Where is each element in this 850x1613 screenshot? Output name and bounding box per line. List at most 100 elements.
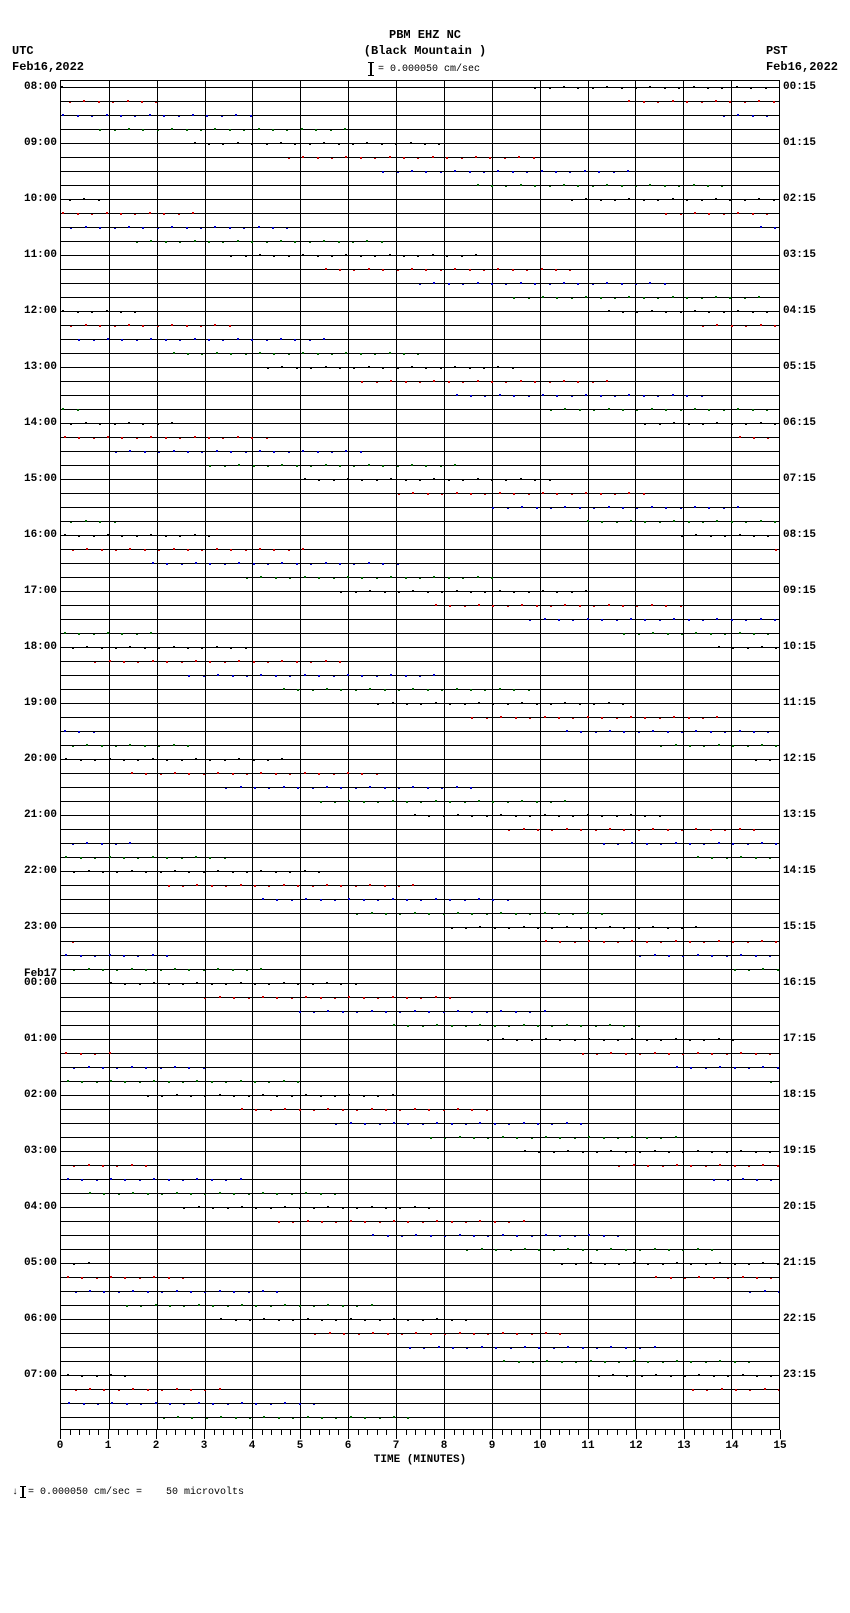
horizontal-gridline: [61, 1193, 779, 1194]
horizontal-gridline: [61, 437, 779, 438]
x-tick-minor: [713, 1430, 714, 1435]
y-label-right: 03:15: [783, 249, 816, 261]
x-tick-minor: [559, 1430, 560, 1435]
trace-row: [61, 507, 779, 508]
x-tick-label: 14: [725, 1440, 738, 1452]
trace-row: 03:0019:15: [61, 1151, 779, 1152]
horizontal-gridline: [61, 325, 779, 326]
y-label-left: 08:00: [24, 81, 57, 93]
y-label-right: 18:15: [783, 1089, 816, 1101]
trace-row: [61, 1361, 779, 1362]
trace-row: [61, 955, 779, 956]
trace-row: 05:0021:15: [61, 1263, 779, 1264]
trace-row: [61, 381, 779, 382]
trace-row: [61, 661, 779, 662]
tz-right-date: Feb16,2022: [766, 60, 838, 76]
horizontal-gridline: [61, 1179, 779, 1180]
trace-row: [61, 1333, 779, 1334]
horizontal-gridline: [61, 927, 779, 928]
trace-row: 06:0022:15: [61, 1319, 779, 1320]
x-tick-label: 4: [249, 1440, 256, 1452]
seismogram-plot: 08:0000:1509:0001:1510:0002:1511:0003:15…: [60, 80, 780, 1430]
horizontal-gridline: [61, 1249, 779, 1250]
trace-row: 23:0015:15: [61, 927, 779, 928]
x-tick-minor: [338, 1430, 339, 1435]
horizontal-gridline: [61, 507, 779, 508]
x-tick-minor: [233, 1430, 234, 1435]
trace-row: [61, 283, 779, 284]
x-tick-minor: [550, 1430, 551, 1435]
x-tick-minor: [118, 1430, 119, 1435]
horizontal-gridline: [61, 283, 779, 284]
trace-row: [61, 717, 779, 718]
trace-row: [61, 1109, 779, 1110]
trace-row: [61, 1249, 779, 1250]
horizontal-gridline: [61, 675, 779, 676]
x-tick-label: 7: [393, 1440, 400, 1452]
day-break-label: Feb17: [24, 968, 57, 980]
x-tick-minor: [703, 1430, 704, 1435]
trace-row: 02:0018:15: [61, 1095, 779, 1096]
horizontal-gridline: [61, 843, 779, 844]
horizontal-gridline: [61, 815, 779, 816]
horizontal-gridline: [61, 1291, 779, 1292]
y-label-left: 20:00: [24, 753, 57, 765]
horizontal-gridline: [61, 969, 779, 970]
trace-row: [61, 969, 779, 970]
trace-row: [61, 1417, 779, 1418]
x-tick-label: 6: [345, 1440, 352, 1452]
horizontal-gridline: [61, 101, 779, 102]
y-label-right: 11:15: [783, 697, 816, 709]
x-tick-major: [540, 1430, 541, 1439]
trace-row: [61, 227, 779, 228]
horizontal-gridline: [61, 801, 779, 802]
y-label-left: 23:00: [24, 921, 57, 933]
trace-row: [61, 899, 779, 900]
y-label-right: 13:15: [783, 809, 816, 821]
horizontal-gridline: [61, 857, 779, 858]
x-tick-major: [732, 1430, 733, 1439]
tz-left-date: Feb16,2022: [12, 60, 84, 76]
trace-row: 13:0005:15: [61, 367, 779, 368]
x-tick-minor: [473, 1430, 474, 1435]
x-tick-minor: [319, 1430, 320, 1435]
trace-row: [61, 339, 779, 340]
x-tick-label: 1: [105, 1440, 112, 1452]
x-tick-label: 2: [153, 1440, 160, 1452]
horizontal-gridline: [61, 367, 779, 368]
trace-row: [61, 801, 779, 802]
x-tick-minor: [502, 1430, 503, 1435]
trace-row: [61, 1291, 779, 1292]
x-tick-minor: [175, 1430, 176, 1435]
x-tick-minor: [655, 1430, 656, 1435]
horizontal-gridline: [61, 493, 779, 494]
trace-row: [61, 157, 779, 158]
trace-row: [61, 115, 779, 116]
x-tick-major: [588, 1430, 589, 1439]
horizontal-gridline: [61, 535, 779, 536]
trace-row: [61, 1235, 779, 1236]
trace-row: 08:0000:15: [61, 87, 779, 88]
horizontal-gridline: [61, 1417, 779, 1418]
horizontal-gridline: [61, 1389, 779, 1390]
x-tick-minor: [79, 1430, 80, 1435]
horizontal-gridline: [61, 1333, 779, 1334]
footer-scale-bar-icon: [22, 1486, 24, 1498]
x-tick-minor: [166, 1430, 167, 1435]
x-tick-minor: [607, 1430, 608, 1435]
horizontal-gridline: [61, 1403, 779, 1404]
trace-row: [61, 745, 779, 746]
trace-row: [61, 1025, 779, 1026]
horizontal-gridline: [61, 255, 779, 256]
trace-row: 07:0023:15: [61, 1375, 779, 1376]
trace-row: [61, 297, 779, 298]
trace-row: [61, 395, 779, 396]
trace-row: [61, 1123, 779, 1124]
horizontal-gridline: [61, 1011, 779, 1012]
trace-row: 15:0007:15: [61, 479, 779, 480]
trace-row: [61, 437, 779, 438]
y-label-right: 04:15: [783, 305, 816, 317]
x-tick-major: [252, 1430, 253, 1439]
trace-row: [61, 1137, 779, 1138]
horizontal-gridline: [61, 955, 779, 956]
